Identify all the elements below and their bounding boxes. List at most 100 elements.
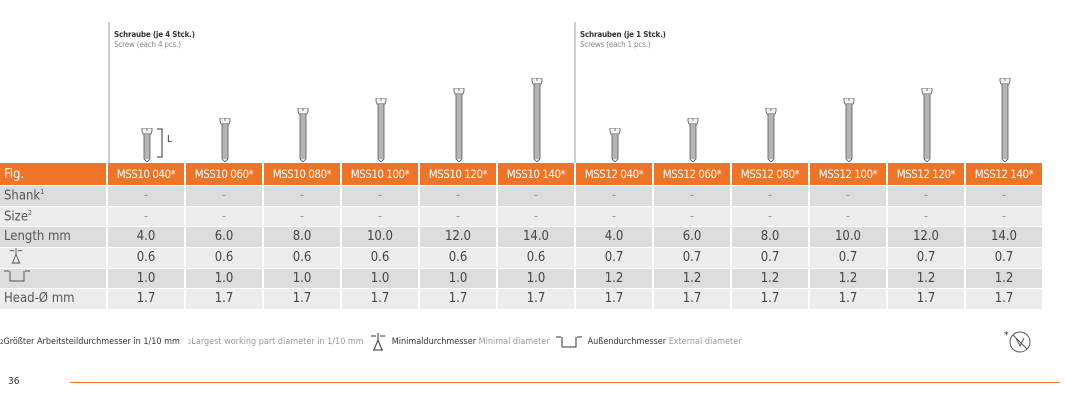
table-cell: -	[264, 205, 342, 226]
footnote: 2 Größter Arbeitsteildurchmesser in 1/10…	[0, 333, 742, 351]
row-label-text: Length mm	[4, 229, 71, 245]
table-cell: -	[342, 185, 420, 206]
table-cell: 1.2	[966, 267, 1044, 288]
column-header: MSS12 080*	[732, 163, 810, 185]
table-cell: 0.7	[810, 246, 888, 268]
page-number: 36	[8, 376, 20, 387]
external-diameter-icon	[550, 335, 588, 349]
table-cell: 1.7	[576, 288, 654, 309]
table-cell: -	[108, 205, 186, 226]
column-header: MSS10 120*	[420, 163, 498, 185]
table-cell: 0.7	[576, 246, 654, 268]
screw-illustration	[141, 128, 153, 162]
screw-illustration	[219, 118, 231, 162]
screw-illustration	[453, 88, 465, 162]
table-row: 1.0 1.0 1.0 1.0 1.0 1.0 1.2 1.2 1.2 1.2 1.2 1.2	[0, 267, 1044, 288]
table-cell: 1.7	[342, 288, 420, 309]
table-cell: 4.0	[576, 226, 654, 247]
table-cell: -	[576, 205, 654, 226]
row-label: Size2	[0, 205, 108, 226]
table-cell: -	[888, 205, 966, 226]
column-header: MSS12 100*	[810, 163, 888, 185]
column-header: MSS12 060*	[654, 163, 732, 185]
screw-illustration	[999, 78, 1011, 162]
spec-table: Fig. MSS10 040* MSS10 060* MSS10 080* MSS10 …	[0, 163, 1044, 309]
footnote-ext-en: External diameter	[668, 337, 742, 347]
table-cell: 1.2	[654, 267, 732, 288]
table-cell: 0.7	[654, 246, 732, 268]
column-header: MSS10 140*	[498, 163, 576, 185]
table-cell: 1.7	[108, 288, 186, 309]
table-cell: 12.0	[888, 226, 966, 247]
row-label: Shank1	[0, 185, 108, 206]
footnote-de: Größter Arbeitsteildurchmesser in 1/10 m…	[3, 337, 180, 347]
table-cell: -	[420, 185, 498, 206]
table-cell: 10.0	[342, 226, 420, 247]
table-cell: 1.0	[186, 267, 264, 288]
footnote-sup: 2	[0, 338, 4, 346]
table-row: Size2- - - - - - - - - - - -	[0, 205, 1044, 226]
table-cell: 4.0	[108, 226, 186, 247]
column-header: MSS10 040*	[108, 163, 186, 185]
footnote-min-de: Minimaldurchmesser	[391, 337, 477, 347]
screw-illustration	[921, 88, 933, 162]
group-title-de: Schraube (je 4 Stck.)	[114, 30, 195, 39]
table-cell: 0.6	[342, 246, 420, 268]
row-label	[0, 267, 108, 288]
asterisk: *	[1004, 330, 1009, 341]
table-cell: 1.7	[810, 288, 888, 309]
screw-illustration	[687, 118, 699, 162]
table-cell: -	[186, 185, 264, 206]
table-cell: 1.2	[732, 267, 810, 288]
table-cell: 1.7	[966, 288, 1044, 309]
footnote-en: Largest working part diameter in 1/10 mm	[191, 337, 364, 347]
column-header: MSS10 100*	[342, 163, 420, 185]
table-cell: 1.7	[498, 288, 576, 309]
table-cell: 1.2	[576, 267, 654, 288]
table-row: Head-Ø mm 1.7 1.7 1.7 1.7 1.7 1.7 1.7 1.7 1.7 1.7 1…	[0, 288, 1044, 309]
table-cell: 0.6	[264, 246, 342, 268]
table-cell: 6.0	[654, 226, 732, 247]
table-cell: 1.2	[810, 267, 888, 288]
row-label-text: Shank	[4, 188, 41, 204]
row-label: Length mm	[0, 226, 108, 247]
table-row: Length mm 4.0 6.0 8.0 10.0 12.0 14.0 4.0 6.0 8.0 1…	[0, 226, 1044, 247]
table-cell: 1.0	[342, 267, 420, 288]
group-label-2: Schrauben (je 1 Stck.) Screws (each 1 pc…	[580, 30, 666, 50]
table-cell: 0.7	[888, 246, 966, 268]
row-label	[0, 246, 108, 268]
row-label-text: Size	[4, 208, 29, 224]
group-label-1: Schraube (je 4 Stck.) Screw (each 4 pcs.…	[114, 30, 195, 50]
footnote-en-sup: 2	[187, 338, 192, 346]
table-cell: 1.7	[654, 288, 732, 309]
page-rule	[70, 382, 1060, 383]
length-marker: L	[167, 134, 173, 145]
table-header-label: Fig.	[0, 163, 108, 185]
column-header: MSS10 060*	[186, 163, 264, 185]
table-cell: 8.0	[264, 226, 342, 247]
column-header: MSS12 040*	[576, 163, 654, 185]
external-diameter-icon	[4, 270, 30, 287]
screw-illustration	[609, 128, 621, 162]
table-cell: 1.7	[732, 288, 810, 309]
table-cell: 0.6	[498, 246, 576, 268]
table-row: 0.6 0.6 0.6 0.6 0.6 0.6 0.7 0.7 0.7 0.7 0.7 0.7	[0, 246, 1044, 268]
group-divider-2	[574, 22, 576, 163]
table-cell: 0.7	[966, 246, 1044, 268]
group-title-en: Screws (each 1 pcs.)	[580, 40, 651, 49]
table-cell: -	[420, 205, 498, 226]
table-cell: 12.0	[420, 226, 498, 247]
screw-illustration	[531, 78, 543, 162]
length-bracket	[156, 128, 164, 162]
table-cell: -	[342, 205, 420, 226]
table-cell: 0.6	[186, 246, 264, 268]
table-cell: 1.7	[420, 288, 498, 309]
table-cell: 8.0	[732, 226, 810, 247]
table-cell: 1.0	[264, 267, 342, 288]
screw-illustration	[765, 108, 777, 162]
footnote-ext-de: Außendurchmesser	[587, 337, 667, 347]
table-cell: 1.7	[186, 288, 264, 309]
group-title-en: Screw (each 4 pcs.)	[114, 40, 181, 49]
screw-illustration	[843, 98, 855, 162]
table-cell: -	[966, 205, 1044, 226]
